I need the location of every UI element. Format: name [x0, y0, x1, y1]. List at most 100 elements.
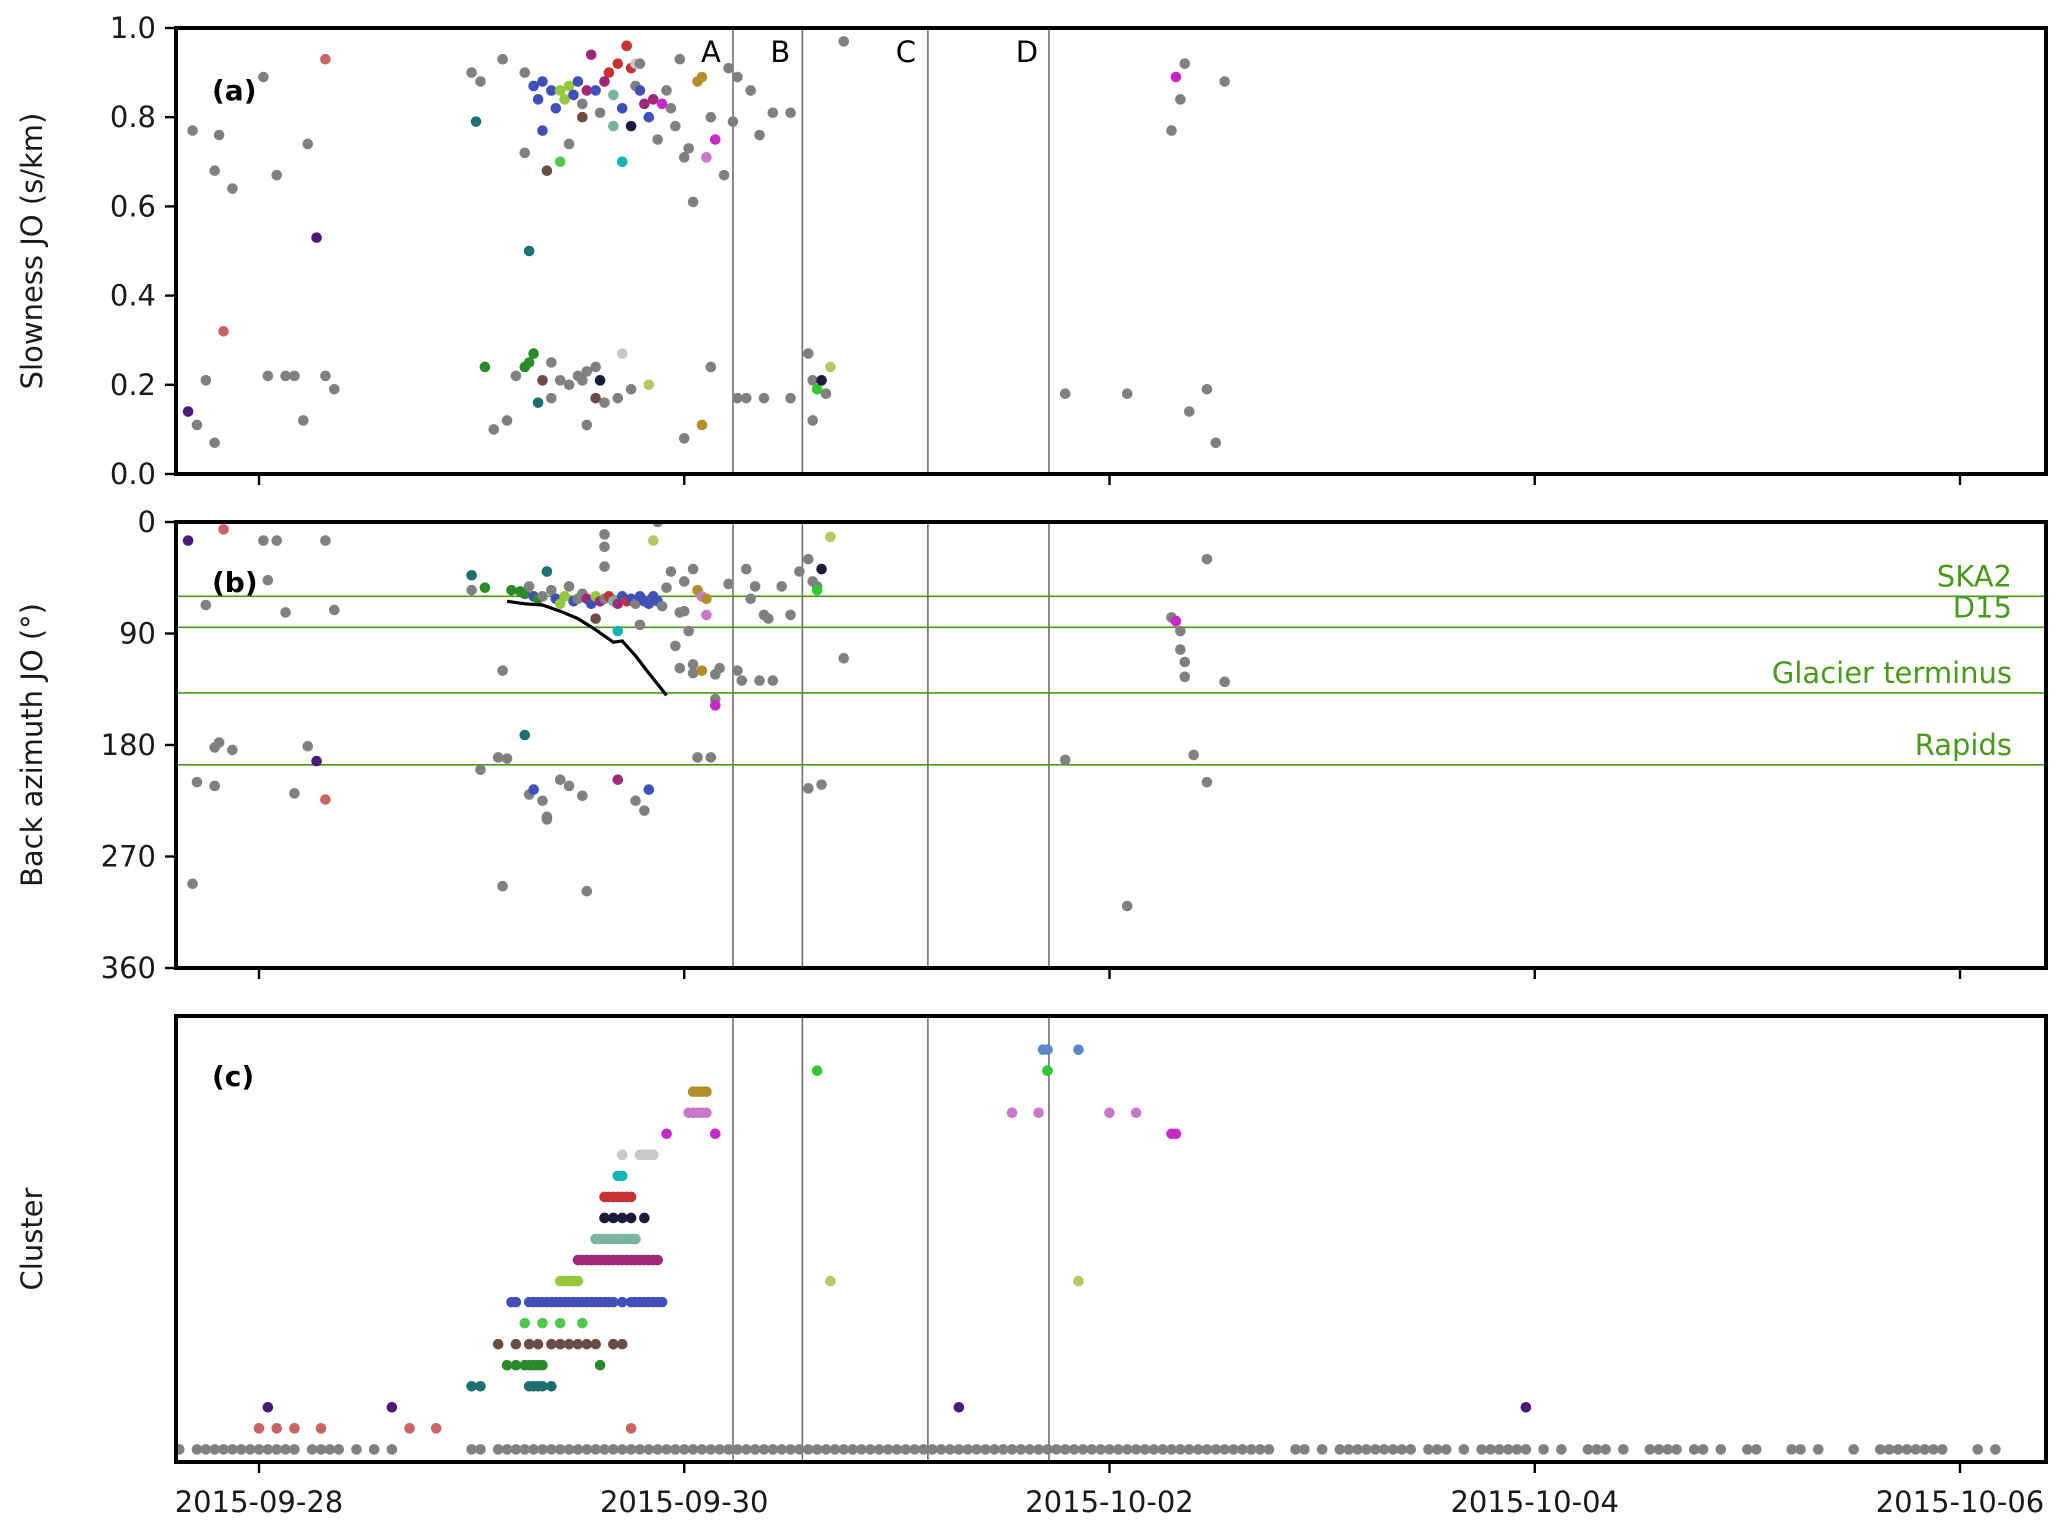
data-point — [599, 541, 610, 553]
cluster-point — [590, 1338, 601, 1350]
cluster-point — [1201, 1444, 1213, 1455]
cluster-point — [386, 1444, 398, 1455]
cluster-point — [1423, 1444, 1434, 1455]
data-point — [271, 535, 283, 546]
data-point — [634, 58, 646, 69]
data-point — [1175, 94, 1186, 105]
cluster-point — [306, 1444, 318, 1455]
data-point — [302, 138, 314, 150]
data-point — [670, 120, 681, 132]
data-point — [191, 419, 203, 431]
cluster-point — [873, 1444, 885, 1455]
data-point — [103, 541, 114, 552]
cluster-point — [882, 1444, 894, 1455]
cluster-point — [1600, 1444, 1611, 1455]
data-point — [320, 535, 331, 546]
cluster-point — [1263, 1444, 1275, 1455]
panel-label: (b) — [212, 566, 258, 599]
cluster-point — [1396, 1444, 1408, 1455]
cluster-point — [1618, 1444, 1629, 1455]
data-point — [227, 744, 238, 756]
cluster-point — [625, 1423, 637, 1434]
panel-c: Cluster (c) 2015-09-28 2015-09-30 2015-10-02… — [15, 1014, 2048, 1519]
data-point — [661, 85, 672, 96]
cluster-point — [1334, 1444, 1346, 1455]
y-tick-label: 360 — [101, 951, 156, 985]
cluster-point — [1068, 1444, 1080, 1455]
cluster-point — [608, 1296, 619, 1308]
cluster-point — [1077, 1444, 1089, 1455]
data-point — [191, 776, 203, 788]
data-point — [227, 183, 238, 194]
data-point — [550, 102, 562, 114]
cluster-point — [563, 1444, 575, 1455]
data-point — [470, 116, 482, 127]
cluster-point — [1369, 1444, 1381, 1455]
data-point — [213, 737, 225, 748]
data-point — [590, 361, 601, 373]
cluster-point — [980, 1444, 991, 1455]
data-point — [1059, 388, 1071, 400]
data-point — [709, 700, 721, 711]
cluster-point — [176, 1444, 185, 1455]
data-point — [329, 604, 340, 616]
cluster-point — [696, 1444, 708, 1455]
y-tick-label: 0.8 — [110, 100, 156, 134]
data-point — [200, 599, 212, 611]
data-point — [811, 383, 823, 395]
cluster-point — [1148, 1444, 1160, 1455]
data-point — [701, 152, 712, 163]
cluster-point — [811, 1065, 823, 1076]
cluster-point — [1378, 1444, 1390, 1455]
data-point — [218, 325, 229, 337]
cluster-point — [656, 1296, 668, 1308]
data-point — [297, 415, 309, 426]
cluster-point — [147, 1444, 158, 1455]
cluster-point — [1210, 1444, 1222, 1455]
cluster-point — [856, 1444, 867, 1455]
cluster-point — [661, 1128, 672, 1140]
cluster-point — [1990, 1444, 2001, 1455]
cluster-point — [740, 1444, 752, 1455]
plot-area — [147, 1016, 2001, 1462]
data-point — [608, 89, 619, 101]
y-tick-label: 0.0 — [110, 457, 156, 491]
data-point — [807, 375, 819, 386]
data-point — [466, 584, 477, 596]
data-point — [612, 58, 624, 69]
data-point — [696, 665, 708, 676]
data-point — [1059, 754, 1071, 766]
cluster-point — [1042, 1044, 1053, 1055]
data-point — [639, 98, 650, 110]
data-point — [678, 433, 690, 444]
data-point — [541, 566, 553, 577]
cluster-point — [289, 1444, 300, 1455]
cluster-point — [572, 1444, 584, 1455]
data-point — [776, 581, 788, 592]
reference-label: Rapids — [1915, 728, 2012, 762]
track-line — [506, 599, 668, 697]
cluster-point — [838, 1444, 850, 1455]
data-point — [554, 156, 566, 168]
data-point — [546, 357, 557, 368]
cluster-point — [670, 1444, 681, 1455]
cluster-point — [1254, 1444, 1266, 1455]
data-point — [785, 609, 796, 621]
data-point — [152, 585, 163, 596]
cluster-point — [510, 1338, 522, 1350]
data-point — [280, 607, 291, 618]
cluster-point — [1170, 1128, 1182, 1140]
cluster-point — [519, 1444, 531, 1455]
data-point — [603, 67, 615, 78]
data-point — [683, 143, 694, 154]
data-point — [187, 125, 198, 136]
cluster-point — [501, 1359, 513, 1371]
cluster-point — [1086, 1444, 1098, 1455]
data-point — [749, 581, 761, 592]
cluster-point — [523, 1338, 535, 1350]
cluster-point — [962, 1444, 974, 1455]
cluster-point — [944, 1444, 956, 1455]
data-point — [643, 111, 655, 123]
cluster-point — [825, 1275, 836, 1287]
x-tick-label: 2015-10-04 — [1450, 1485, 1619, 1519]
